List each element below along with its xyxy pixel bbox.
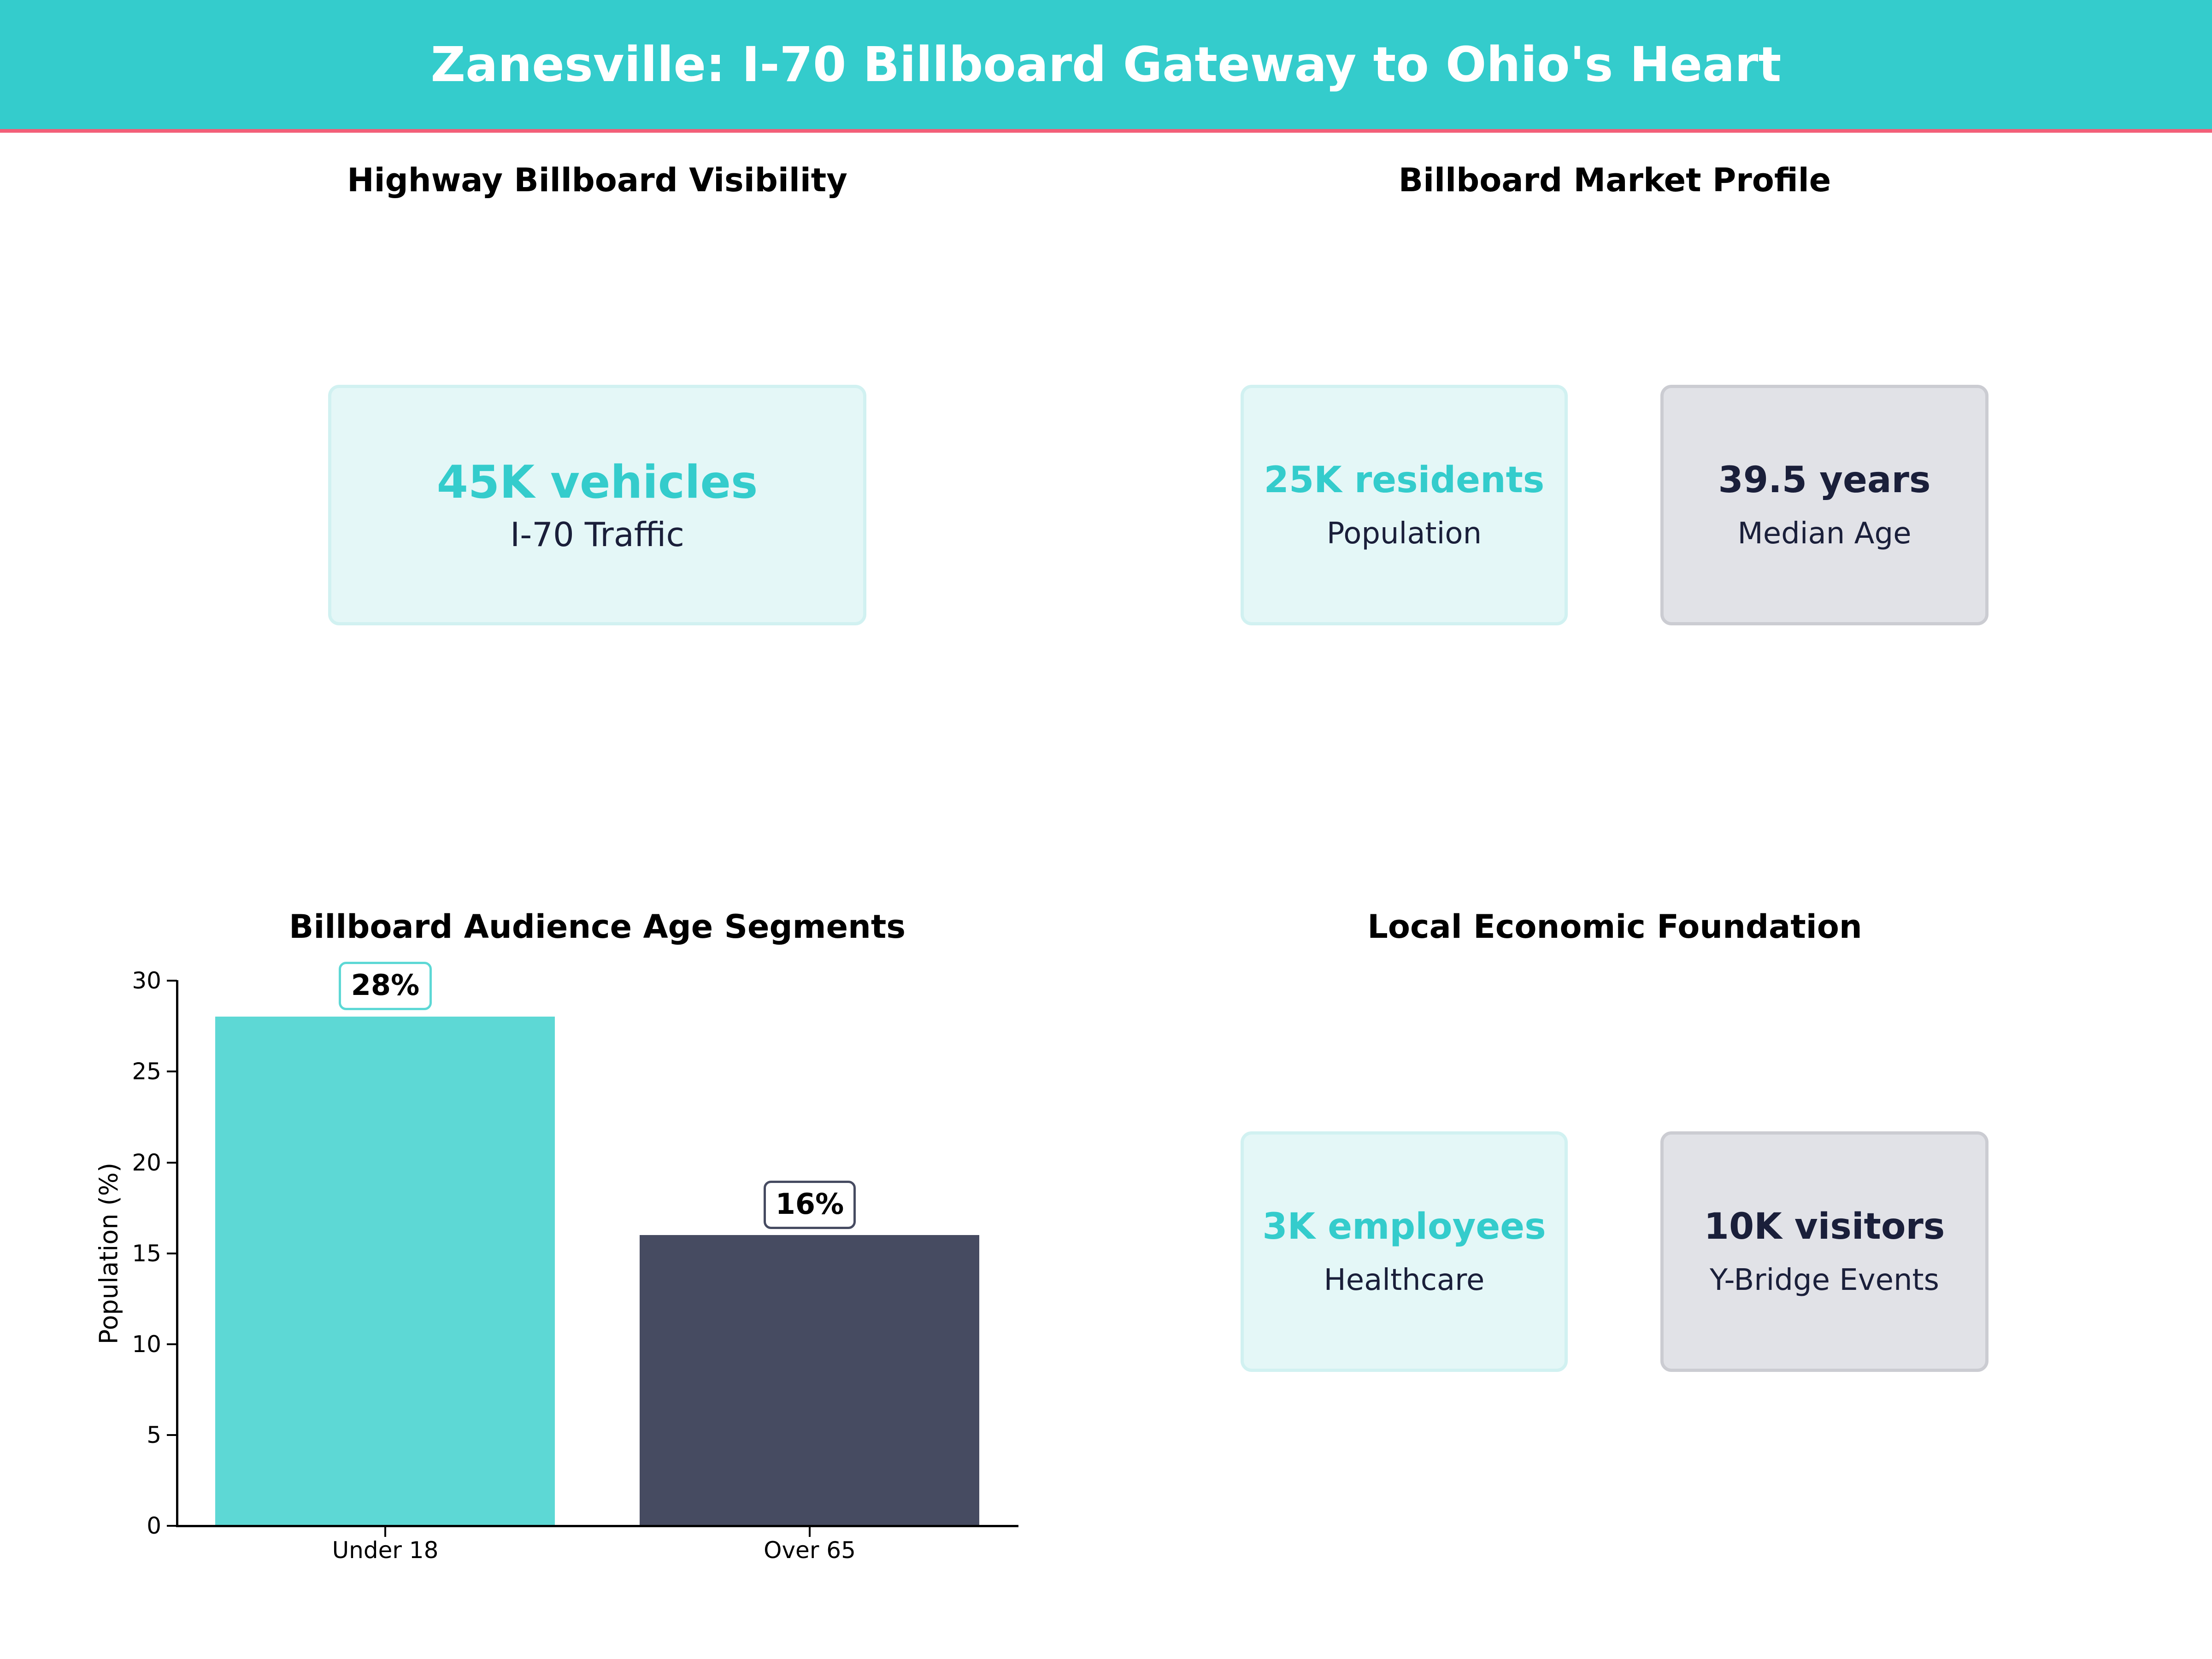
kpi-label: Population <box>1326 517 1482 551</box>
bar-value-label: 16% <box>764 1181 856 1229</box>
kpi-card-population: 25K residents Population <box>1241 385 1568 625</box>
x-tick <box>384 1527 386 1537</box>
header-banner <box>0 0 2212 129</box>
kpi-value: 45K vehicles <box>436 456 758 509</box>
y-tick-label: 15 <box>132 1240 161 1267</box>
y-tick <box>167 1162 177 1164</box>
chart-title: Billboard Audience Age Segments <box>288 908 906 946</box>
bar-under-18 <box>215 1017 555 1526</box>
kpi-card-healthcare: 3K employees Healthcare <box>1241 1131 1568 1372</box>
y-tick <box>167 1343 177 1345</box>
section-title-market: Billboard Market Profile <box>1398 161 1831 199</box>
y-tick <box>167 980 177 982</box>
bar-over-65 <box>640 1235 979 1526</box>
kpi-card-median-age: 39.5 years Median Age <box>1660 385 1988 625</box>
header-accent-line <box>0 129 2212 133</box>
page-title: Zanesville: I-70 Billboard Gateway to Oh… <box>430 36 1782 93</box>
kpi-card-visitors: 10K visitors Y-Bridge Events <box>1660 1131 1988 1372</box>
bar-value-label: 28% <box>339 962 432 1010</box>
y-axis <box>176 980 178 1527</box>
kpi-label: Median Age <box>1737 517 1912 551</box>
y-tick-label: 10 <box>132 1331 161 1358</box>
y-tick-label: 30 <box>132 967 161 994</box>
x-tick-label: Over 65 <box>764 1537 856 1564</box>
y-tick <box>167 1253 177 1254</box>
x-tick-label: Under 18 <box>332 1537 439 1564</box>
kpi-value: 10K visitors <box>1704 1206 1945 1247</box>
y-tick-label: 20 <box>132 1149 161 1176</box>
section-title-highway: Highway Billboard Visibility <box>347 161 847 199</box>
kpi-label: Healthcare <box>1324 1263 1485 1297</box>
kpi-value: 39.5 years <box>1718 459 1931 501</box>
kpi-value: 3K employees <box>1262 1206 1546 1247</box>
x-tick <box>809 1527 811 1537</box>
kpi-card-traffic: 45K vehicles I-70 Traffic <box>328 385 866 625</box>
x-axis <box>176 1525 1018 1527</box>
kpi-value: 25K residents <box>1264 459 1545 501</box>
y-tick-label: 5 <box>147 1422 161 1448</box>
y-tick <box>167 1434 177 1436</box>
section-title-economy: Local Economic Foundation <box>1367 908 1862 946</box>
kpi-label: Y-Bridge Events <box>1710 1263 1939 1297</box>
y-tick-label: 0 <box>147 1512 161 1539</box>
y-tick <box>167 1071 177 1072</box>
y-tick-label: 25 <box>132 1058 161 1085</box>
kpi-label: I-70 Traffic <box>510 515 685 554</box>
y-axis-title: Population (%) <box>94 1162 124 1345</box>
y-tick <box>167 1525 177 1527</box>
